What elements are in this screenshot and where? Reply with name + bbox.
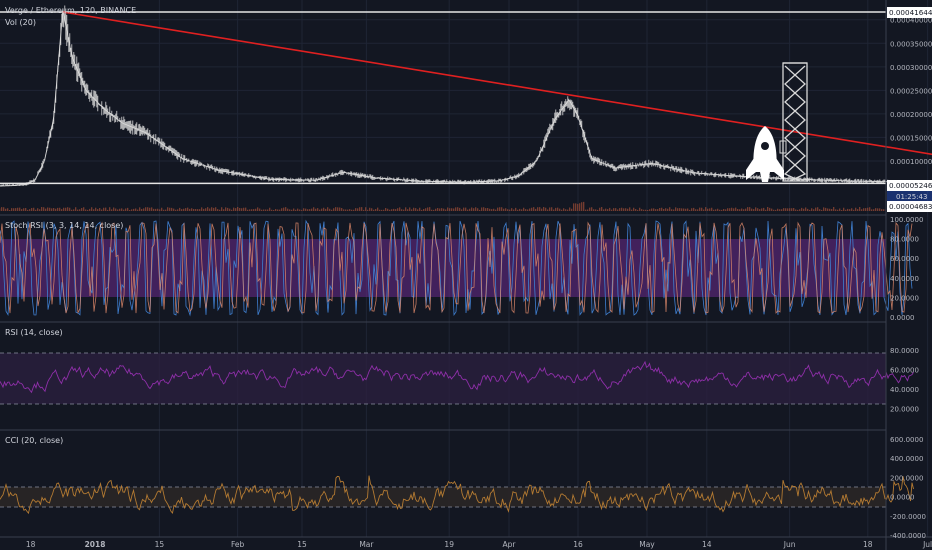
price-axis-tick: 0.00040000 <box>890 17 932 25</box>
indicator-axis-tick: 600.0000 <box>890 436 923 444</box>
volume-bars <box>0 201 915 211</box>
price-line <box>0 10 914 187</box>
indicator-axis-tick: 40.0000 <box>890 275 919 283</box>
svg-text:0.00005246: 0.00005246 <box>889 181 932 190</box>
time-axis-tick: 18 <box>26 540 36 549</box>
cci-line <box>0 475 914 515</box>
launch-tower-icon <box>782 62 808 182</box>
indicator-axis-tick: 20.0000 <box>890 405 919 413</box>
rsi-band <box>0 353 886 404</box>
rocket-icon <box>746 126 787 182</box>
indicator-axis-tick: 60.0000 <box>890 366 919 374</box>
price-label-current: 0.00005246 <box>887 180 932 191</box>
price-label-countdown: 01:25:43 <box>887 191 932 201</box>
indicator-axis-tick: 60.0000 <box>890 255 919 263</box>
price-axis-tick: 0.00020000 <box>890 111 932 119</box>
stoch-rsi-series <box>0 219 913 317</box>
price-series <box>0 5 915 187</box>
svg-text:0.00004683: 0.00004683 <box>889 202 932 211</box>
time-axis-tick: 2018 <box>85 540 106 549</box>
price-axis-tick: 0.00015000 <box>890 134 932 142</box>
price-label-bottom: 0.00004683 <box>887 201 932 212</box>
time-axis-tick: 19 <box>444 540 454 549</box>
price-axis-tick: 0.00030000 <box>890 64 932 72</box>
trendline[interactable] <box>62 11 932 182</box>
time-axis-tick: 15 <box>297 540 307 549</box>
cci-series <box>0 475 914 515</box>
indicator-axis-tick: 40.0000 <box>890 386 919 394</box>
indicator-axis-tick: 0.0000 <box>890 494 915 502</box>
time-axis-tick: 16 <box>573 540 583 549</box>
svg-text:01:25:43: 01:25:43 <box>896 193 927 201</box>
cci-band <box>0 487 886 507</box>
time-axis[interactable]: 18201815Feb15Mar19Apr16May14Jun18Jul16Au… <box>26 540 932 549</box>
indicator-axis-tick: 80.0000 <box>890 347 919 355</box>
indicator-axis-tick: -200.0000 <box>890 513 926 521</box>
stoch-rsi-title: Stoch RSI (3, 3, 14, 14, close) <box>5 221 123 230</box>
stoch-d-line <box>0 221 913 314</box>
volume-series <box>0 201 915 211</box>
stoch-rsi-pane[interactable]: Stoch RSI (3, 3, 14, 14, close) <box>0 219 913 317</box>
indicator-axis-tick: 80.0000 <box>890 236 919 244</box>
svg-text:0.00041644: 0.00041644 <box>889 8 932 17</box>
time-axis-tick: Jul <box>922 540 932 549</box>
time-axis-tick: May <box>639 540 655 549</box>
time-axis-tick: Jun <box>783 540 796 549</box>
time-axis-tick: 14 <box>702 540 712 549</box>
indicator-axis-tick: 100.0000 <box>890 216 923 224</box>
indicator-axis-tick: 400.0000 <box>890 455 923 463</box>
cci-pane[interactable]: CCI (20, close) <box>0 436 914 515</box>
volume-label: Vol (20) <box>5 18 36 27</box>
stoch-k-line <box>0 219 913 317</box>
indicator-axis-tick: 20.0000 <box>890 294 919 302</box>
price-axis-tick: 0.00035000 <box>890 40 932 48</box>
time-axis-tick: Feb <box>231 540 245 549</box>
price-label-top: 0.00041644 <box>887 7 932 18</box>
indicator-axis-tick: 200.0000 <box>890 474 923 482</box>
price-pane[interactable]: Verge / Ethereum, 120, BINANCE Vol (20) <box>0 0 932 211</box>
price-axis[interactable]: 0.00040000 0.00035000 0.00030000 0.00025000… <box>890 17 932 540</box>
time-axis-tick: Apr <box>503 540 517 549</box>
rsi-series <box>0 360 914 394</box>
rsi-line <box>0 360 914 394</box>
symbol-title: Verge / Ethereum, 120, BINANCE <box>5 6 136 15</box>
price-axis-tick: 0.00025000 <box>890 87 932 95</box>
price-axis-tick: 0.00010000 <box>890 158 932 166</box>
rsi-pane[interactable]: RSI (14, close) <box>0 328 914 405</box>
indicator-axis-tick: -400.0000 <box>890 532 926 540</box>
cci-title: CCI (20, close) <box>5 436 63 445</box>
time-axis-tick: 18 <box>863 540 873 549</box>
time-axis-tick: Mar <box>359 540 374 549</box>
rsi-title: RSI (14, close) <box>5 328 63 337</box>
indicator-axis-tick: 0.0000 <box>890 314 915 322</box>
time-axis-tick: 15 <box>155 540 165 549</box>
